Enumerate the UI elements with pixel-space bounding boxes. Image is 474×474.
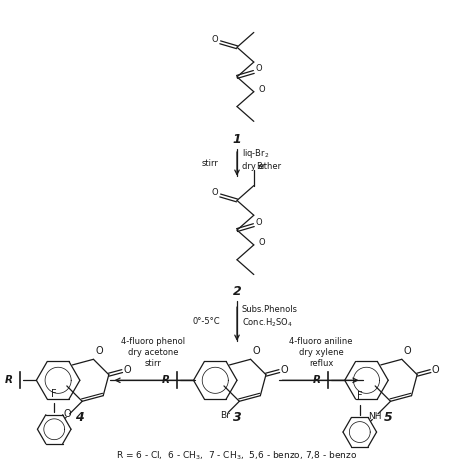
Text: F: F [52, 389, 57, 399]
Text: O: O [431, 365, 439, 375]
Text: 2: 2 [233, 285, 241, 298]
Text: O: O [212, 188, 219, 197]
Text: O: O [123, 365, 131, 375]
Text: O: O [253, 346, 260, 356]
Text: R = 6 - Cl,  6 - CH$_3$,  7 - CH$_3$,  5,6 - benzo, 7,8 - benzo: R = 6 - Cl, 6 - CH$_3$, 7 - CH$_3$, 5,6 … [117, 449, 357, 462]
Text: O: O [280, 365, 288, 375]
Text: F: F [357, 392, 363, 401]
Text: Subs.Phenols
Conc.H$_2$SO$_4$: Subs.Phenols Conc.H$_2$SO$_4$ [242, 305, 298, 329]
Text: 3: 3 [233, 411, 241, 424]
Text: O: O [95, 346, 103, 356]
Text: NH: NH [368, 412, 382, 421]
Text: O: O [259, 85, 265, 94]
Text: 4: 4 [75, 411, 84, 424]
Text: R: R [313, 375, 321, 385]
Text: 4-fluoro phenol
dry acetone
stirr: 4-fluoro phenol dry acetone stirr [121, 337, 185, 368]
Text: Br: Br [220, 411, 230, 420]
Text: O: O [64, 409, 71, 419]
Text: 4-fluoro aniline
dry xylene
reflux: 4-fluoro aniline dry xylene reflux [289, 337, 353, 368]
Text: O: O [404, 346, 411, 356]
Text: O: O [259, 238, 265, 247]
Text: O: O [255, 64, 262, 73]
Text: 5: 5 [384, 411, 392, 424]
Text: 0°-5°C: 0°-5°C [192, 318, 220, 327]
Text: O: O [255, 218, 262, 227]
Text: stirr: stirr [201, 159, 218, 168]
Text: O: O [212, 35, 219, 44]
Text: liq-Br$_2$
dry ether: liq-Br$_2$ dry ether [242, 147, 281, 171]
Text: R: R [5, 375, 13, 385]
Text: 1: 1 [233, 133, 241, 146]
Text: Br: Br [256, 162, 265, 171]
Text: R: R [162, 375, 170, 385]
